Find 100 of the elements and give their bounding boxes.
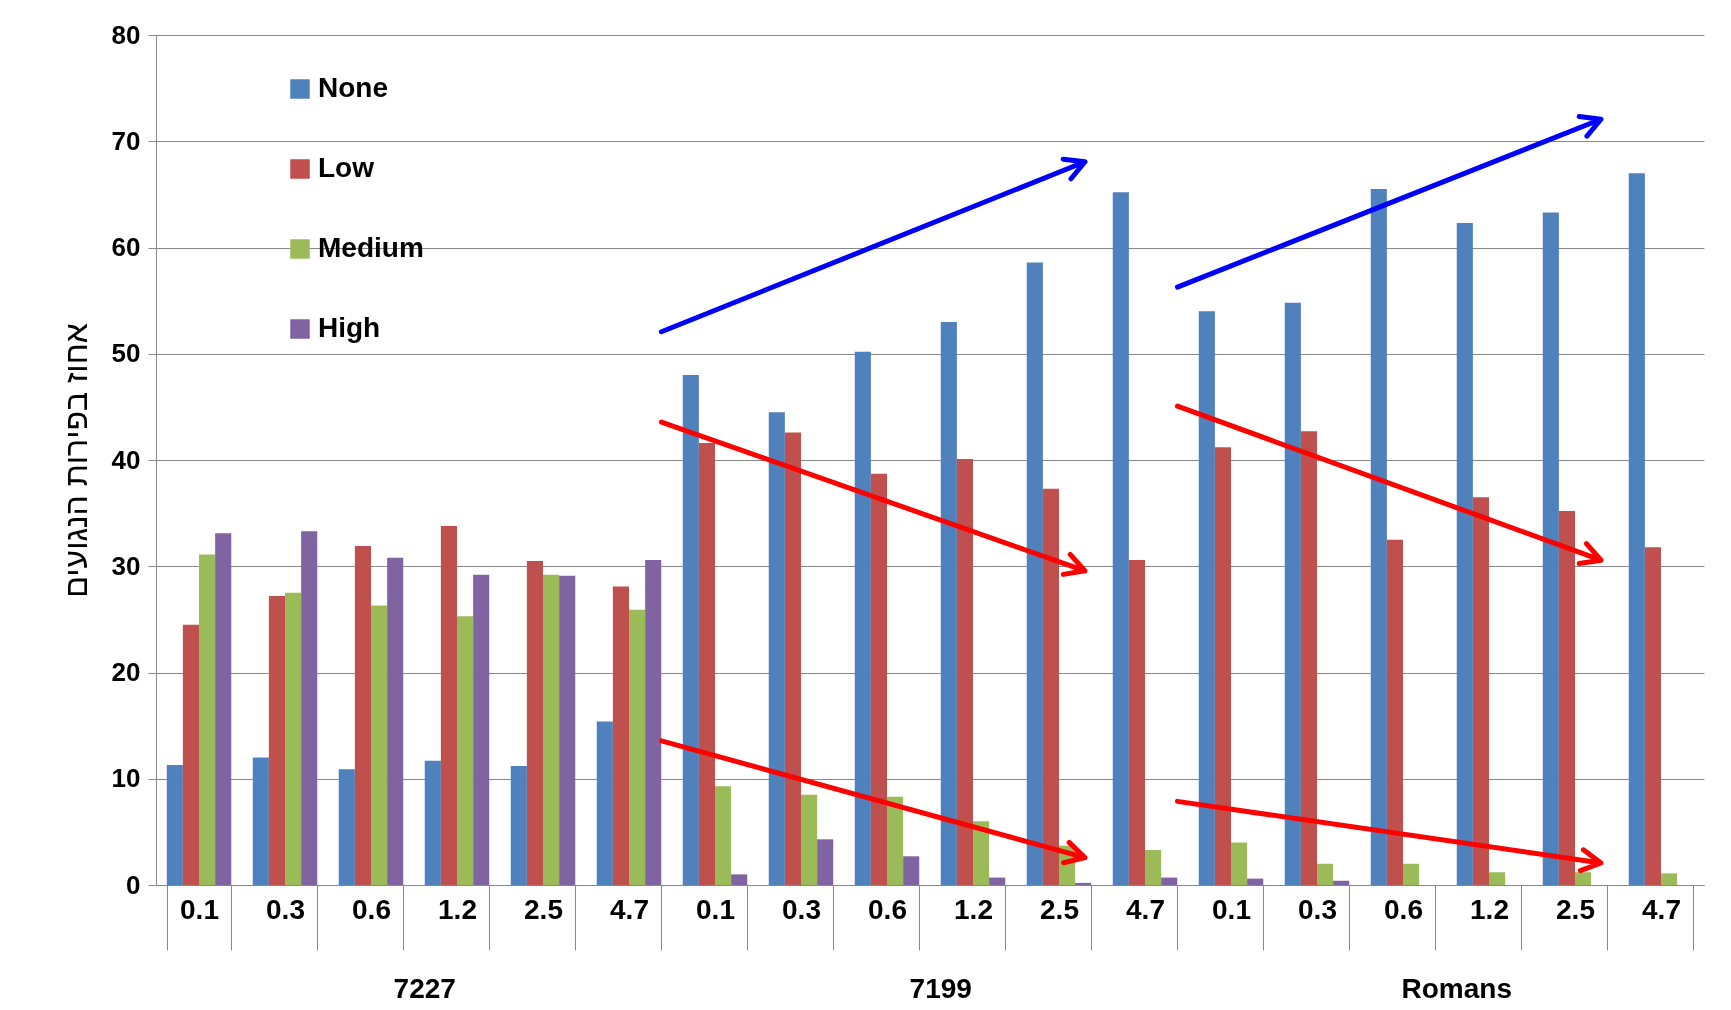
bar <box>559 575 576 885</box>
bar <box>784 432 801 885</box>
bar <box>801 794 818 885</box>
bar <box>1644 547 1661 885</box>
bar <box>989 877 1006 885</box>
y-tick-label: 10 <box>111 763 141 794</box>
bar <box>1628 173 1645 885</box>
bar <box>473 574 490 885</box>
bar <box>1456 223 1473 885</box>
bar <box>1128 559 1145 885</box>
x-tick-label: 1.2 <box>1470 893 1509 925</box>
y-tick-label: 60 <box>111 232 141 262</box>
bar <box>440 525 457 885</box>
x-tick-label: 2.5 <box>524 893 563 925</box>
bar <box>698 443 715 885</box>
text: 7227 <box>393 973 456 1004</box>
x-tick-label: 1.2 <box>954 893 993 925</box>
x-tick-label: 0.6 <box>1384 893 1423 925</box>
x-tick-label: 0.1 <box>696 893 735 925</box>
bar <box>215 533 232 885</box>
x-tick-label: 0.1 <box>180 893 219 925</box>
bar <box>457 616 474 885</box>
bar <box>1075 882 1092 885</box>
bar <box>199 554 216 885</box>
bar <box>1042 488 1059 885</box>
bar <box>629 609 646 885</box>
bar <box>1300 431 1317 885</box>
bar <box>166 764 183 885</box>
bar <box>1472 497 1489 885</box>
y-tick-label: 50 <box>111 338 141 369</box>
bar <box>1489 872 1506 885</box>
x-tick-label: 2.5 <box>1040 893 1079 925</box>
bar <box>1145 849 1162 885</box>
text: 7199 <box>909 973 972 1004</box>
bar <box>338 769 355 885</box>
bar <box>1661 873 1678 885</box>
bar <box>887 796 904 885</box>
bar <box>268 596 285 885</box>
y-tick-label: 80 <box>111 19 141 50</box>
bar <box>1161 877 1178 885</box>
bar <box>1247 878 1264 885</box>
y-tick-label: 70 <box>111 125 141 156</box>
bar <box>973 821 990 885</box>
bar <box>854 351 871 885</box>
bar <box>1214 447 1231 885</box>
bar <box>182 624 199 885</box>
bar <box>612 586 629 885</box>
bar <box>1198 311 1215 885</box>
bar <box>510 766 527 885</box>
bar <box>645 559 662 885</box>
y-tick-label: 20 <box>111 657 141 687</box>
bar <box>526 560 543 885</box>
bar <box>301 531 318 885</box>
bar <box>715 786 732 885</box>
bar <box>354 546 371 885</box>
x-tick-label: 1.2 <box>438 893 477 925</box>
legend-label: Low <box>318 152 375 183</box>
x-tick-label: 0.6 <box>352 893 391 925</box>
bar <box>1333 880 1350 885</box>
bar <box>252 757 269 885</box>
y-tick-label: 30 <box>111 550 141 581</box>
x-tick-label: 2.5 <box>1556 893 1595 925</box>
bar <box>903 856 920 885</box>
bar <box>371 605 388 885</box>
bar <box>1370 189 1387 885</box>
bar <box>1558 511 1575 885</box>
bar <box>1112 192 1129 885</box>
y-tick-label: 0 <box>126 869 141 900</box>
bar <box>1542 212 1559 885</box>
bar <box>596 721 613 885</box>
bar <box>817 839 834 885</box>
bar <box>285 592 302 885</box>
bar <box>1403 863 1420 885</box>
x-tick-label: 0.3 <box>1298 893 1337 925</box>
x-tick-label: 4.7 <box>610 893 649 925</box>
bar <box>1317 863 1334 885</box>
legend-label: High <box>318 312 381 343</box>
bar <box>424 760 441 885</box>
y-axis-title: אחוז בפירות הנגועים <box>57 323 94 598</box>
x-tick-label: 4.7 <box>1642 893 1681 925</box>
bar <box>682 375 699 885</box>
bar <box>543 574 560 885</box>
bar <box>768 412 785 885</box>
x-tick-label: 0.3 <box>782 893 821 925</box>
bar <box>940 321 957 885</box>
bar <box>387 557 404 885</box>
bar <box>1026 262 1043 885</box>
bar <box>1575 872 1592 885</box>
y-tick-label: 40 <box>111 444 141 475</box>
bar <box>870 473 887 885</box>
x-tick-label: 0.6 <box>868 893 907 925</box>
bar <box>1386 539 1403 885</box>
x-tick-label: 4.7 <box>1126 893 1165 925</box>
x-tick-label: 0.3 <box>266 893 305 925</box>
text: Romans <box>1401 973 1512 1004</box>
bar <box>1284 302 1301 885</box>
legend-label: Medium <box>318 232 424 263</box>
x-tick-label: 0.1 <box>1212 893 1251 925</box>
bar <box>956 458 973 885</box>
legend-label: None <box>318 72 388 103</box>
